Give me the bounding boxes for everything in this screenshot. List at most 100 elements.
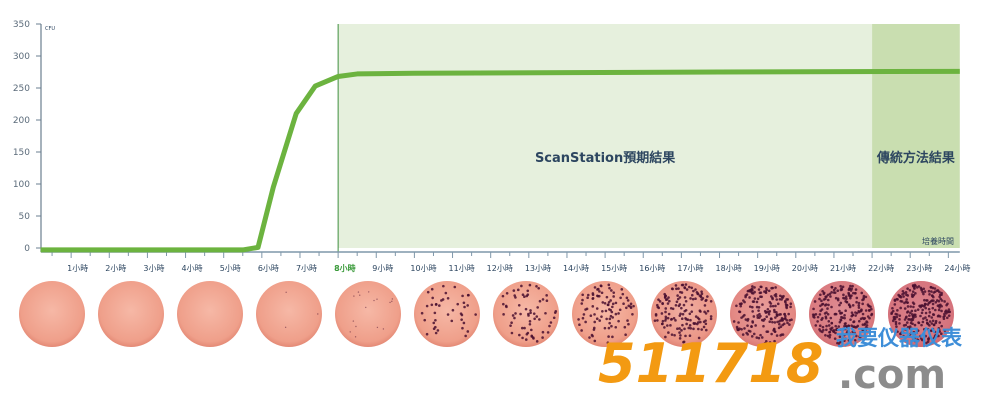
colony [505, 291, 509, 295]
colony [938, 306, 941, 309]
x-tick-label: 10小時 [410, 264, 436, 273]
colony [743, 327, 746, 330]
colony [917, 321, 920, 324]
colony [770, 295, 773, 298]
colony [784, 316, 787, 320]
colony [757, 288, 761, 291]
colony [591, 305, 595, 308]
colony [771, 297, 774, 301]
colony [537, 286, 540, 290]
colony [861, 312, 865, 316]
colony [934, 308, 937, 312]
colony [782, 322, 786, 326]
colony [765, 315, 768, 319]
colony [906, 310, 910, 313]
colony [751, 300, 755, 303]
colony [819, 293, 822, 297]
colony [827, 324, 831, 327]
colony [914, 315, 917, 318]
colony [773, 294, 777, 297]
colony [700, 328, 704, 331]
colony [929, 286, 933, 289]
colony [577, 318, 580, 321]
colony [598, 319, 602, 322]
colony [610, 289, 613, 292]
colony [524, 338, 528, 341]
colony [838, 320, 842, 324]
colony [521, 336, 524, 340]
colony [502, 313, 505, 316]
colony [923, 302, 927, 306]
colony [690, 310, 694, 313]
colony [894, 312, 898, 316]
colony [896, 309, 899, 312]
colony [433, 311, 437, 315]
colony [850, 287, 854, 291]
colony [703, 304, 707, 307]
colony [853, 332, 857, 335]
growth-chart: ScanStation預期結果 傳統方法結果 0 50 100 150 200 250 300 3… [13, 20, 971, 273]
colony [432, 321, 436, 325]
colony [608, 321, 611, 325]
colony [905, 328, 908, 332]
colony [434, 303, 438, 306]
colony [653, 319, 657, 322]
colony [843, 339, 846, 343]
colony [905, 298, 908, 301]
colony [897, 293, 900, 297]
colony [927, 301, 931, 305]
colony [689, 297, 692, 300]
colony [925, 321, 929, 325]
colony [444, 291, 448, 295]
colony [845, 300, 849, 304]
colony [924, 311, 928, 315]
petri-dish-row [19, 281, 954, 347]
colony [896, 330, 899, 333]
colony [833, 312, 837, 316]
colony [789, 302, 793, 305]
colony [767, 310, 770, 314]
colony [834, 331, 837, 335]
colony [945, 316, 949, 320]
colony [607, 335, 610, 338]
colony [773, 308, 776, 312]
colony [694, 297, 697, 300]
colony [844, 295, 848, 298]
colony [591, 334, 594, 338]
petri-dish [493, 281, 559, 347]
colony [670, 333, 674, 336]
colony [786, 321, 789, 325]
colony [899, 295, 902, 298]
colony [773, 321, 777, 324]
colony [825, 328, 828, 332]
colony [352, 320, 355, 322]
colony [546, 331, 550, 334]
colony [426, 290, 430, 294]
colony [816, 315, 820, 319]
x-tick-label: 13小時 [525, 264, 551, 273]
colony [423, 318, 427, 322]
colony [917, 285, 921, 288]
colony [849, 318, 852, 321]
colony [855, 334, 858, 338]
x-tick-label: 12小時 [487, 264, 513, 273]
colony [751, 305, 754, 309]
colony [927, 314, 931, 318]
colony [754, 324, 757, 327]
colony [864, 326, 868, 329]
colony [740, 327, 743, 331]
colony [440, 299, 443, 302]
colony [688, 324, 692, 327]
colony [436, 329, 440, 332]
x-tick-label: 5小時 [220, 264, 241, 273]
colony [450, 319, 454, 323]
colony [841, 338, 844, 341]
colony [827, 303, 830, 307]
colony [706, 295, 709, 298]
colony [821, 316, 824, 320]
colony [898, 322, 901, 325]
colony [460, 313, 464, 317]
y-tick-label: 150 [13, 148, 30, 158]
colony [843, 297, 846, 300]
colony [598, 290, 601, 293]
